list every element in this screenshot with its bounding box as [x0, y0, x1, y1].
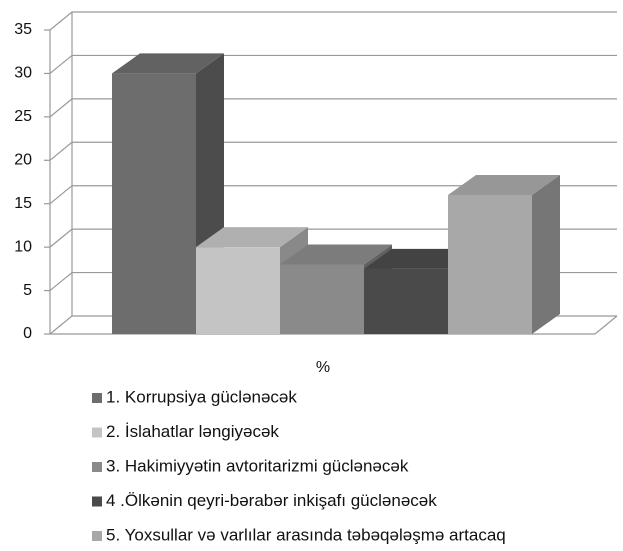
y-tick-label: 25: [14, 108, 32, 125]
legend-swatch: [92, 393, 102, 403]
y-tick-label: 20: [14, 152, 32, 169]
y-tick-label: 0: [23, 325, 32, 342]
legend-label: 1. Korrupsiya güclənəcək: [106, 387, 297, 406]
grid-line: [49, 98, 617, 118]
bar: [448, 175, 560, 334]
legend-swatch: [92, 462, 102, 472]
bar-top: [196, 227, 308, 248]
category-label: %: [316, 359, 330, 376]
bar-front: [448, 195, 532, 334]
legend-label: 3. Hakimiyyətin avtoritarizmi güclənəcək: [106, 456, 409, 475]
bar-top: [112, 53, 224, 74]
bar-front: [112, 73, 196, 334]
grid-line: [49, 54, 617, 74]
legend-label: 4 .Ölkənin qeyri-bərabər inkişafı güclən…: [106, 491, 437, 510]
bar-front: [280, 264, 364, 334]
grid-line: [49, 228, 617, 248]
y-tick-label: 10: [14, 238, 32, 255]
bar-front: [364, 268, 448, 334]
legend-label: 5. Yoxsullar və varlılar arasında təbəqə…: [106, 525, 506, 544]
legend-swatch: [92, 427, 102, 438]
grid-line: [49, 185, 617, 205]
grid-line: [49, 141, 617, 161]
y-tick-label: 5: [23, 282, 32, 299]
floor-edge: [594, 315, 618, 335]
bar-side: [532, 175, 560, 334]
y-tick-label: 30: [14, 65, 32, 82]
legend-swatch: [92, 496, 102, 507]
bar-front: [196, 247, 280, 334]
grid-line: [49, 11, 617, 31]
bar-top: [448, 175, 560, 196]
bar-top: [280, 244, 392, 265]
legend-swatch: [92, 531, 102, 541]
y-tick-label: 15: [14, 195, 32, 212]
legend-label: 2. İslahatlar ləngiyəcək: [106, 422, 279, 441]
y-tick-label: 35: [14, 21, 32, 38]
